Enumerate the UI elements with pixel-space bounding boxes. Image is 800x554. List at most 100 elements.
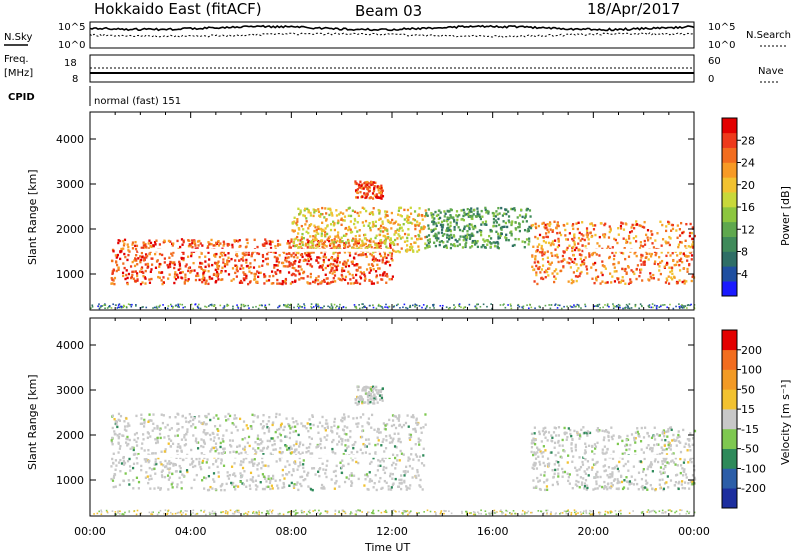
- heatmap-cell: [196, 240, 200, 243]
- heatmap-cell: [407, 459, 410, 462]
- heatmap-cell: [584, 445, 588, 449]
- heatmap-cell: [666, 475, 669, 478]
- noise-cell: [386, 306, 388, 308]
- noise-cell: [639, 303, 642, 305]
- heatmap-cell: [446, 240, 449, 243]
- heatmap-cell: [593, 476, 596, 480]
- heatmap-cell: [321, 487, 324, 490]
- heatmap-cell: [253, 458, 256, 461]
- heatmap-cell: [363, 207, 366, 210]
- heatmap-cell: [234, 425, 238, 429]
- heatmap-cell: [219, 252, 222, 255]
- heatmap-cell: [146, 263, 150, 266]
- noise-cell: [297, 307, 300, 309]
- heatmap-cell: [149, 435, 152, 438]
- heatmap-cell: [279, 446, 282, 450]
- heatmap-cell: [661, 460, 664, 463]
- heatmap-cell: [309, 240, 312, 244]
- heatmap-cell: [561, 467, 564, 471]
- heatmap-cell: [326, 282, 329, 285]
- heatmap-cell: [293, 483, 296, 486]
- heatmap-cell: [392, 423, 396, 427]
- noise-cell: [556, 307, 559, 309]
- heatmap-cell: [261, 456, 264, 460]
- heatmap-cell: [294, 274, 297, 277]
- heatmap-cell: [585, 484, 589, 487]
- heatmap-cell: [534, 457, 538, 460]
- heatmap-cell: [348, 474, 352, 477]
- heatmap-cell: [437, 232, 440, 235]
- heatmap-cell: [371, 181, 374, 184]
- noise-cell: [338, 306, 341, 308]
- freq-strip: [89, 54, 695, 83]
- heatmap-cell: [391, 477, 394, 480]
- noise-cell: [223, 307, 225, 310]
- heatmap-cell: [112, 474, 116, 478]
- heatmap-cell: [362, 386, 365, 390]
- heatmap-cell: [367, 245, 370, 248]
- noise-cell: [528, 307, 530, 310]
- heatmap-cell: [603, 235, 606, 239]
- heatmap-cell: [243, 278, 246, 282]
- heatmap-cell: [168, 437, 171, 441]
- heatmap-cell: [270, 270, 274, 273]
- heatmap-cell: [379, 226, 382, 230]
- noise-cell: [414, 305, 416, 308]
- noise-cell: [461, 510, 463, 513]
- heatmap-cell: [342, 452, 345, 456]
- heatmap-cell: [358, 234, 361, 237]
- heatmap-cell: [382, 226, 385, 229]
- heatmap-cell: [654, 253, 657, 257]
- heatmap-cell: [394, 467, 397, 470]
- heatmap-cell: [592, 228, 596, 231]
- heatmap-cell: [171, 244, 174, 247]
- heatmap-cell: [274, 479, 277, 482]
- heatmap-cell: [581, 460, 584, 464]
- heatmap-cell: [534, 258, 537, 261]
- heatmap-cell: [276, 264, 280, 267]
- heatmap-cell: [624, 267, 627, 271]
- heatmap-cell: [212, 472, 216, 475]
- noise-cell: [296, 305, 299, 308]
- heatmap-cell: [615, 270, 618, 273]
- noise-cell: [634, 304, 637, 306]
- heatmap-cell: [581, 237, 584, 241]
- heatmap-cell: [123, 425, 127, 428]
- noise-cell: [594, 305, 597, 307]
- heatmap-cell: [374, 236, 377, 240]
- heatmap-cell: [341, 464, 345, 467]
- heatmap-cell: [380, 396, 384, 400]
- heatmap-cell: [360, 184, 363, 187]
- heatmap-cell: [511, 220, 514, 223]
- noise-cell: [301, 306, 303, 308]
- noise-cell: [122, 513, 125, 516]
- heatmap-cell: [673, 276, 676, 279]
- heatmap-cell: [275, 264, 278, 267]
- heatmap-cell: [370, 183, 373, 187]
- heatmap-cell: [580, 270, 583, 274]
- heatmap-cell: [675, 263, 678, 267]
- noise-cell: [268, 303, 271, 306]
- noise-cell: [331, 306, 334, 308]
- heatmap-cell: [431, 214, 434, 218]
- heatmap-cell: [578, 433, 581, 436]
- heatmap-cell: [413, 218, 417, 222]
- heatmap-cell: [653, 438, 657, 441]
- heatmap-cell: [485, 223, 488, 227]
- heatmap-cell: [288, 242, 291, 245]
- heatmap-cell: [307, 227, 310, 230]
- heatmap-cell: [361, 239, 364, 243]
- noise-cell: [354, 305, 356, 308]
- heatmap-cell: [190, 448, 193, 452]
- heatmap-cell: [256, 443, 259, 446]
- heatmap-cell: [235, 265, 239, 269]
- heatmap-cell: [377, 389, 380, 392]
- heatmap-cell: [616, 278, 620, 281]
- heatmap-cell: [111, 479, 115, 482]
- noise-cell: [573, 511, 576, 514]
- heatmap-cell: [150, 477, 153, 481]
- heatmap-cell: [647, 443, 650, 447]
- noise-cell: [329, 307, 332, 310]
- noise-cell: [577, 512, 579, 514]
- noise-cell: [106, 307, 109, 309]
